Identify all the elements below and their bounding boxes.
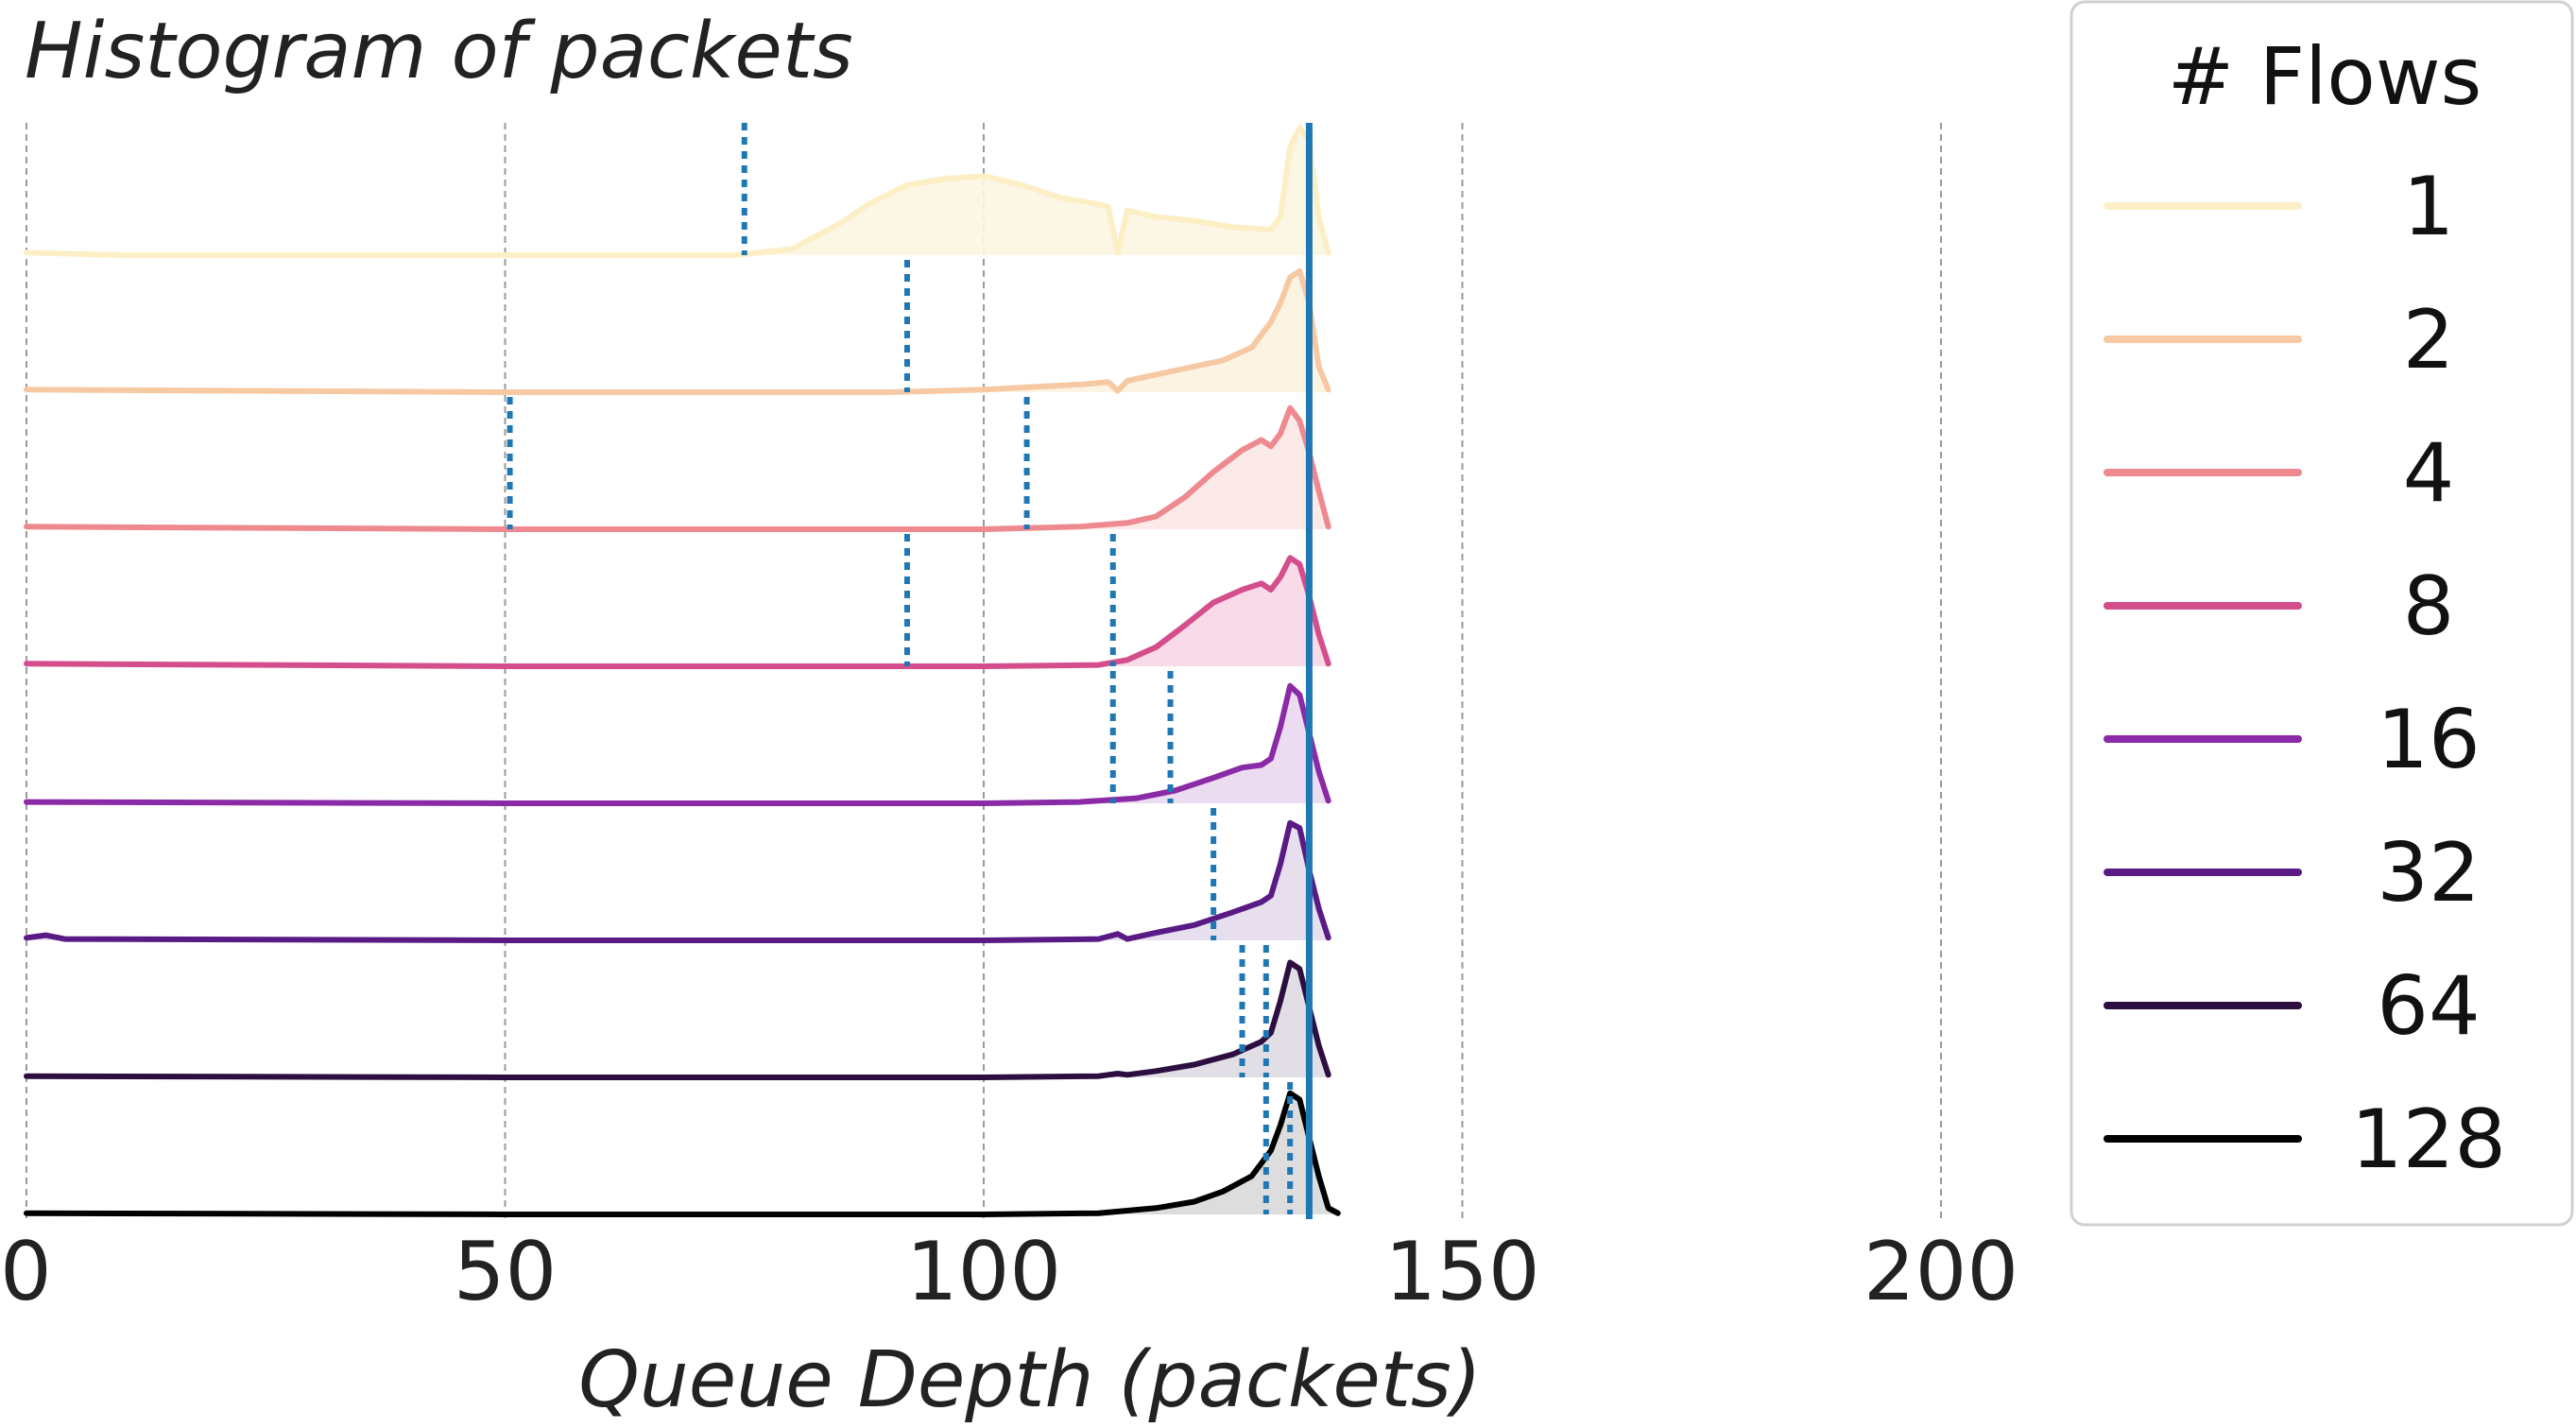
series-fill-32	[26, 822, 1329, 940]
chart-title: Histogram of packets	[25, 7, 853, 96]
series-fill-128	[26, 1093, 1338, 1214]
series-fill-2	[26, 270, 1329, 392]
legend-items: 1 2 4 8 16 32 64 128	[2104, 160, 2506, 1187]
legend: # Flows 1 2 4 8 16 32 64 128	[2069, 0, 2574, 1227]
legend-label-4: 4	[2403, 426, 2455, 521]
legend-title: # Flows	[2168, 30, 2482, 123]
series-line-8	[24, 555, 1331, 669]
legend-label-2: 2	[2403, 293, 2455, 387]
x-tick-label-100: 100	[906, 1225, 1061, 1319]
legend-label-128: 128	[2351, 1093, 2506, 1187]
series-line-1	[24, 125, 1331, 258]
grid-layer	[26, 123, 1942, 1219]
series-line-2	[24, 267, 1331, 395]
legend-label-16: 16	[2377, 693, 2480, 787]
series-layer	[24, 125, 1341, 1217]
legend-label-32: 32	[2377, 826, 2480, 920]
series-fill-16	[26, 685, 1329, 803]
legend-frame	[2069, 0, 2574, 1227]
series-line-64	[24, 959, 1331, 1080]
x-axis-label: Queue Depth (packets)	[578, 1335, 1481, 1423]
x-tick-label-150: 150	[1384, 1225, 1539, 1319]
series-line-32	[24, 819, 1331, 943]
x-tick-label-200: 200	[1863, 1225, 2018, 1319]
series-fill-1	[26, 128, 1329, 255]
legend-label-64: 64	[2377, 959, 2480, 1054]
series-fill-8	[26, 558, 1329, 666]
series-line-128	[24, 1090, 1341, 1217]
series-fill-4	[26, 407, 1329, 529]
x-tick-label-50: 50	[454, 1225, 557, 1319]
x-tick-label-0: 0	[0, 1225, 52, 1319]
legend-label-1: 1	[2403, 160, 2455, 254]
x-axis: 0 50 100 150 200	[0, 1225, 2018, 1319]
legend-label-8: 8	[2403, 559, 2455, 654]
series-line-4	[24, 404, 1331, 532]
series-line-16	[24, 682, 1331, 806]
